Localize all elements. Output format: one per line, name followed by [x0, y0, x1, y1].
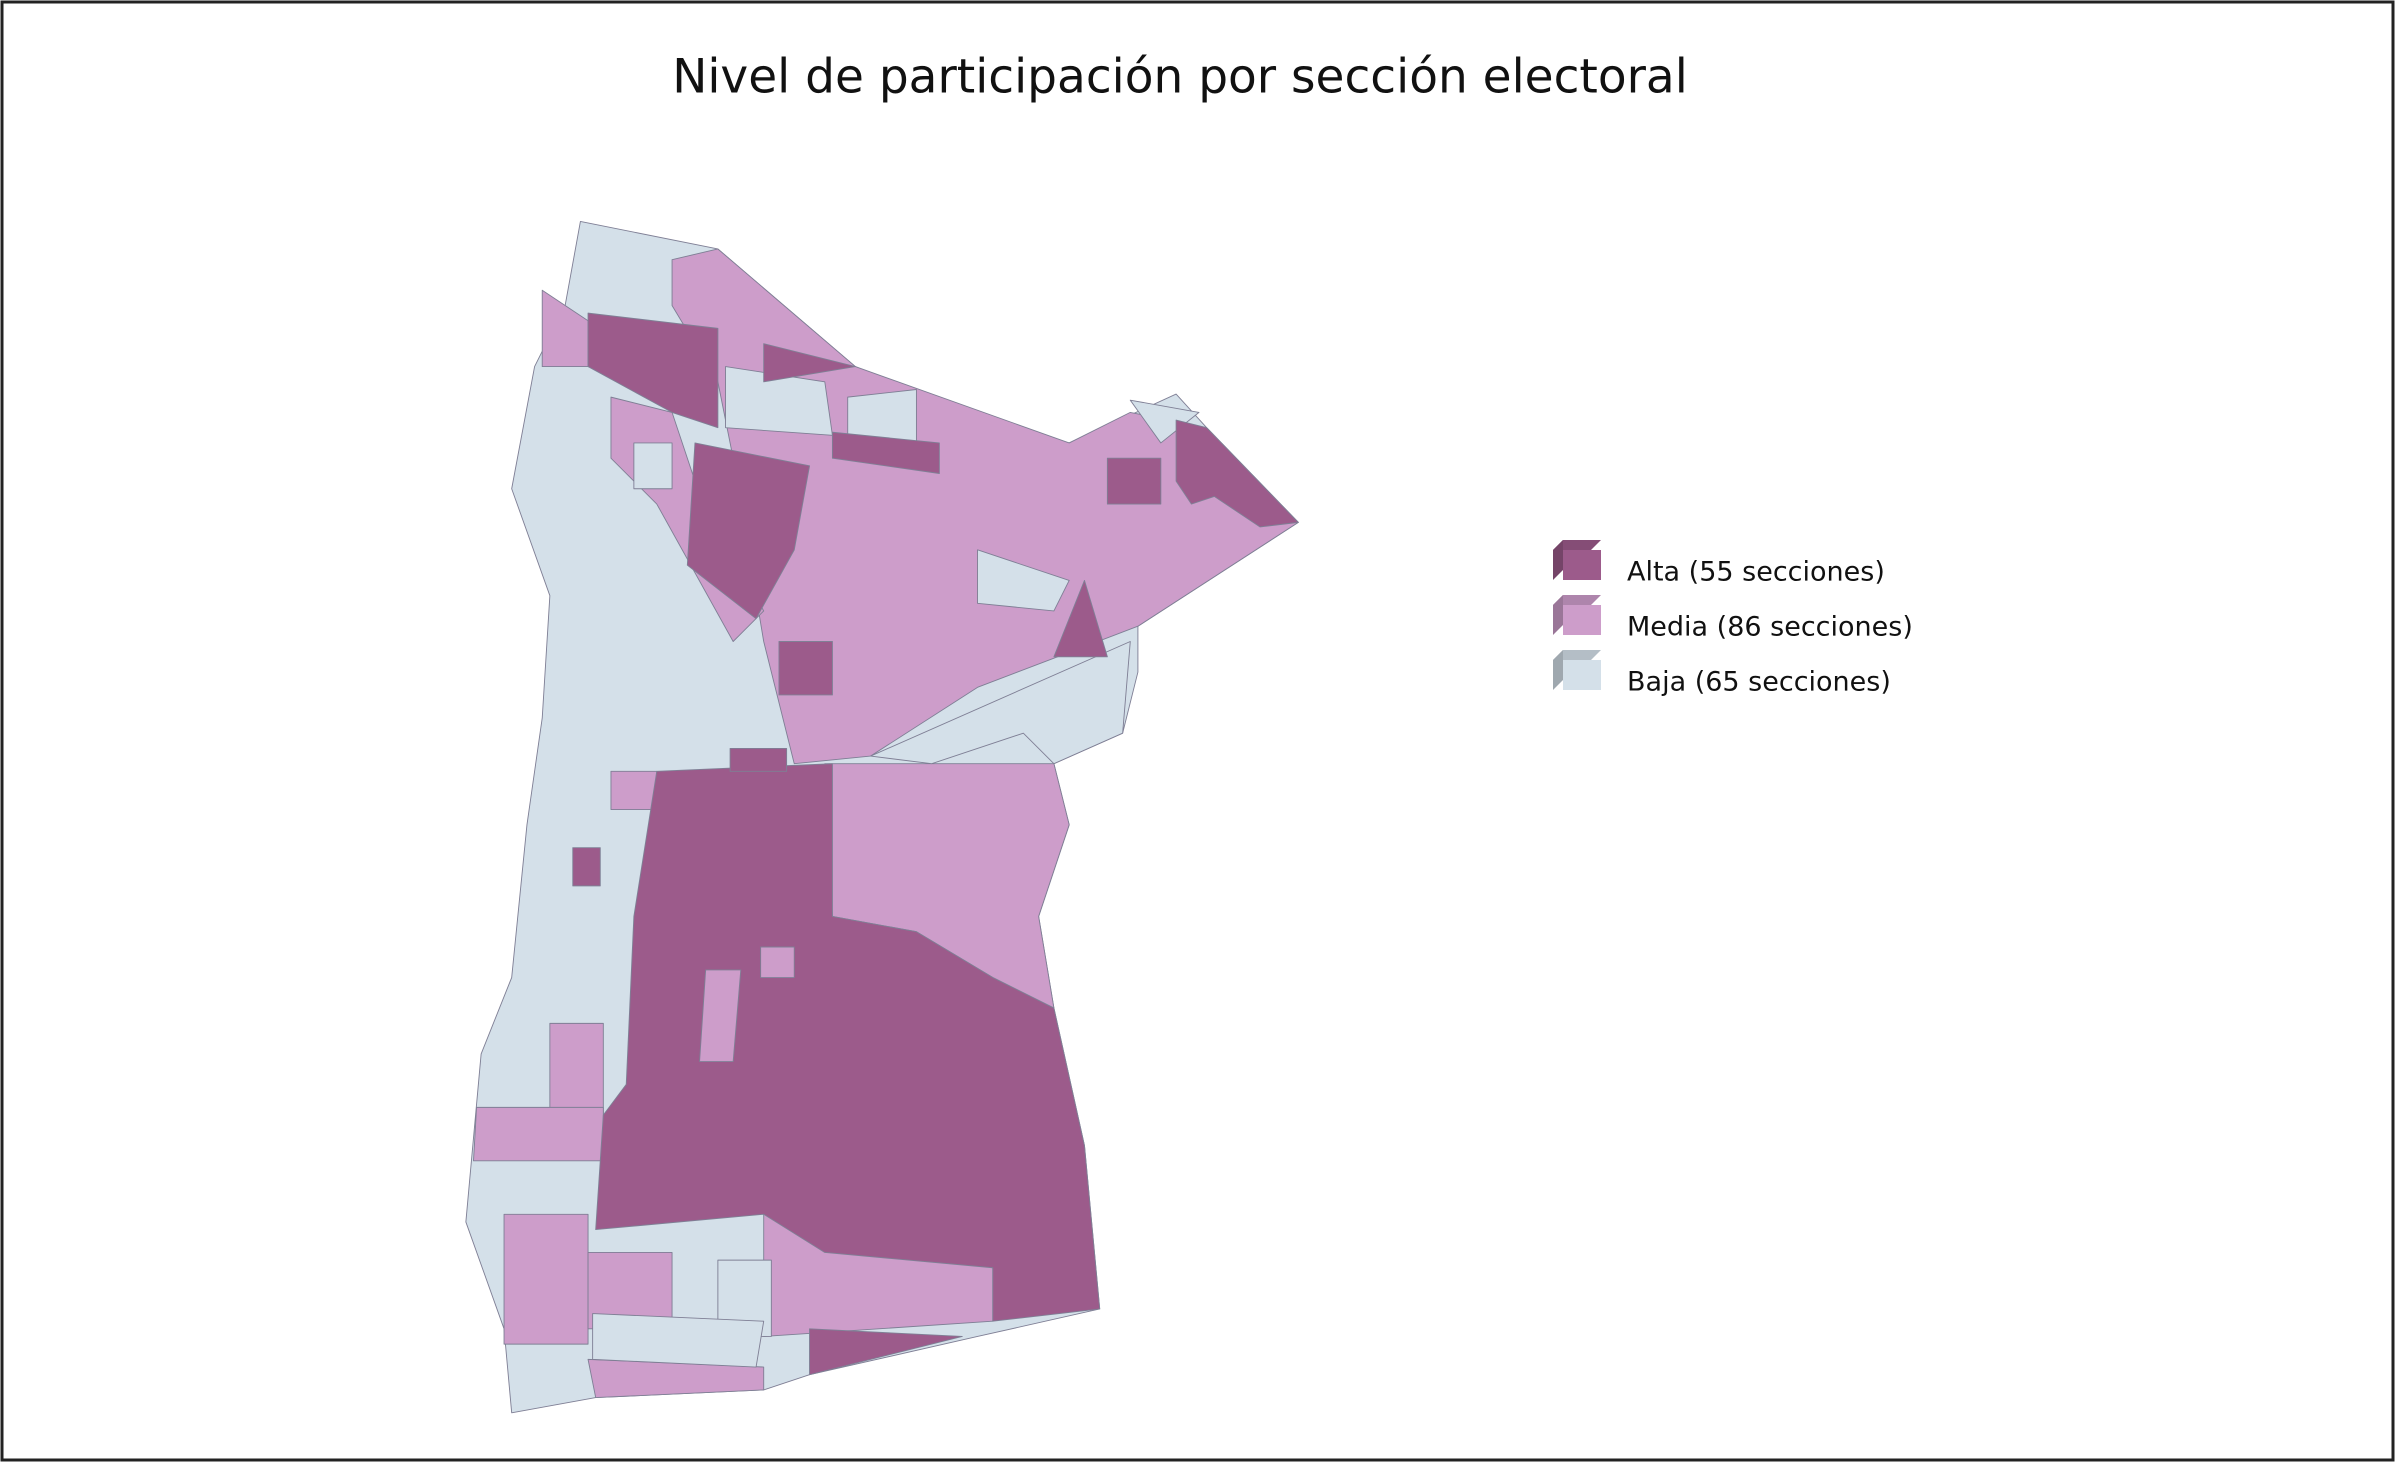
region [809, 1328, 963, 1376]
region [831, 431, 940, 474]
legend-swatch [1563, 550, 1601, 580]
legend-swatch-top [1553, 650, 1601, 660]
region [699, 969, 742, 1063]
legend-swatch [1563, 660, 1601, 690]
region [633, 442, 673, 490]
region [587, 312, 719, 429]
legend-label: Media (86 secciones) [1627, 612, 1913, 643]
region [503, 1213, 589, 1345]
region [729, 747, 788, 772]
region [870, 641, 1131, 765]
legend-label: Alta (55 secciones) [1627, 557, 1885, 588]
region [610, 770, 658, 810]
region [977, 549, 1070, 612]
legend-swatch [1563, 605, 1601, 635]
legend-swatch-top [1553, 540, 1601, 550]
map [465, 221, 1299, 1414]
map-title: Nivel de participación por sección elect… [672, 50, 1688, 105]
region [592, 1313, 765, 1368]
region [1106, 457, 1162, 505]
region [717, 1259, 772, 1337]
legend: Alta (55 secciones) Media (86 secciones) B… [1553, 540, 1913, 698]
region [778, 641, 833, 696]
region [760, 946, 795, 978]
legend-swatch-side [1553, 595, 1563, 635]
legend-swatch-top [1553, 595, 1601, 605]
region [572, 847, 601, 887]
region [686, 442, 810, 620]
region [595, 763, 1101, 1322]
legend-label: Baja (65 secciones) [1627, 667, 1891, 698]
region [473, 1106, 604, 1162]
region [1175, 419, 1299, 528]
legend-swatch-side [1553, 650, 1563, 690]
region [549, 1022, 604, 1116]
legend-swatch-side [1553, 540, 1563, 580]
region [1053, 579, 1108, 658]
region [763, 343, 856, 383]
